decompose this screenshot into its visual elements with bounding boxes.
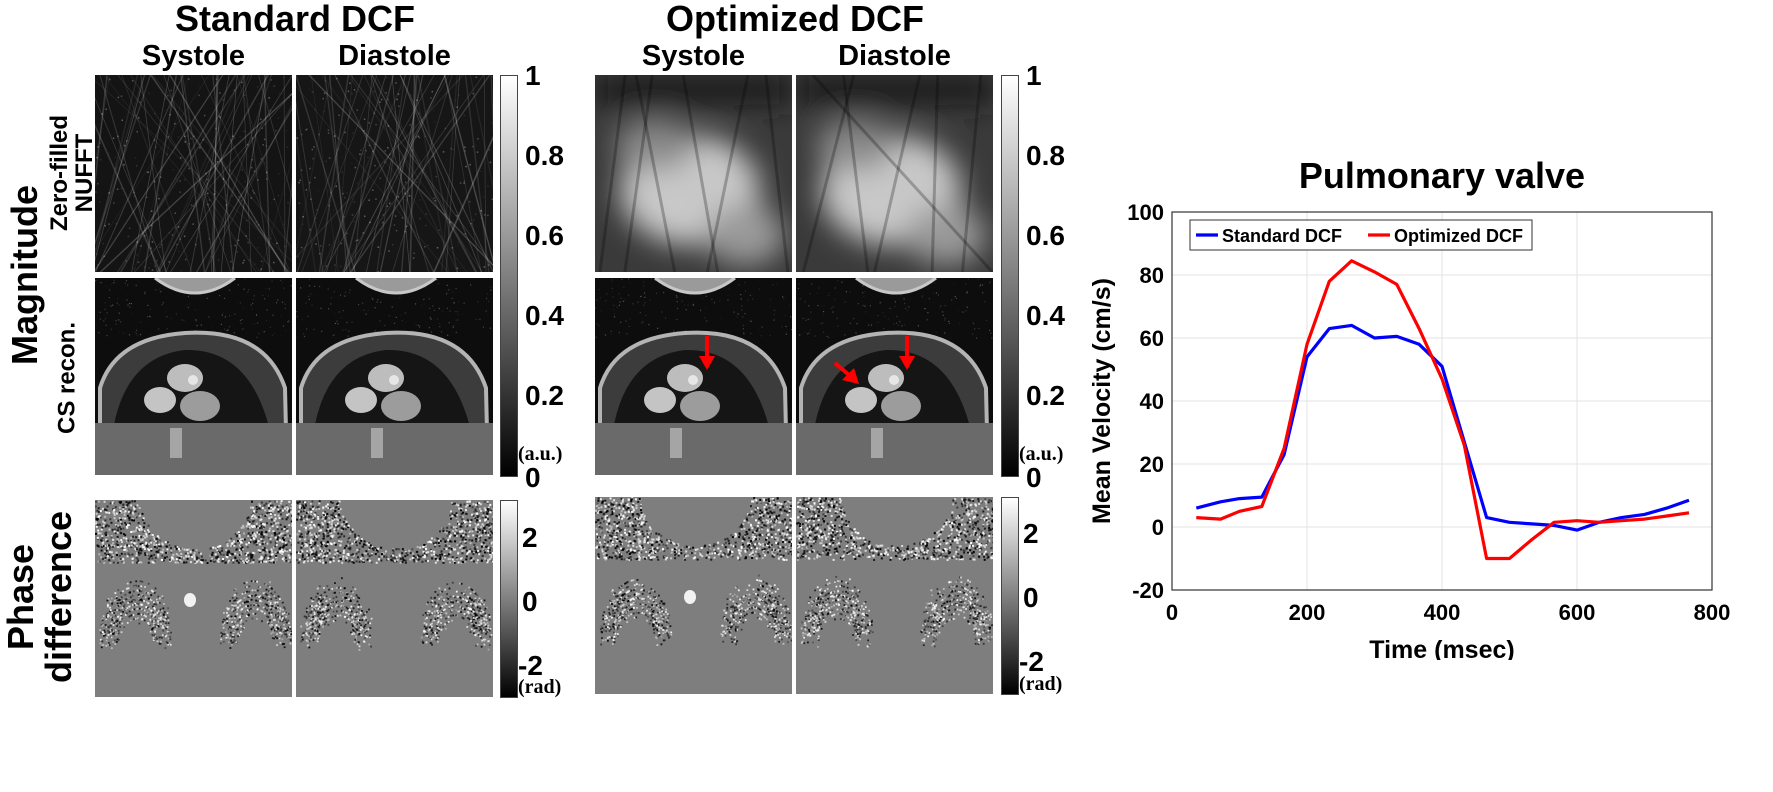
y-axis-label: Mean Velocity (cm/s) [1088,278,1116,524]
opt-mag-tick-0: 0 [1026,462,1042,493]
opt-diastole-zerofilled-image [796,75,993,272]
opt-mag-tick-04: 0.4 [1026,300,1065,331]
opt-diastole-phase-svg [796,497,993,694]
legend-label-0: Standard DCF [1222,226,1342,246]
cs-recon-label: CS recon. [53,321,81,435]
opt-mag-tick-1: 1 [1026,60,1042,91]
std-mag-tick-04: 0.4 [525,300,564,331]
std-phase-tick-0: 0 [522,586,538,617]
opt-diastole-cs-svg [796,278,993,475]
std-diastole-phase-svg [296,500,493,697]
std-mag-tick-1: 1 [525,60,541,91]
opt-phase-unit: (rad) [1019,673,1063,695]
opt-mag-tick-08: 0.8 [1026,140,1065,171]
nufft-line: NUFFT [71,133,98,213]
std-diastole-cs-svg [296,278,493,475]
std-mag-tick-02: 0.2 [525,380,564,411]
x-tick-label: 600 [1559,600,1596,625]
opt-systole-phase-image [595,497,792,694]
standard-magnitude-colorbar [500,75,518,477]
std-mag-tick-08: 0.8 [525,140,564,171]
opt-mag-tick-06: 0.6 [1026,220,1065,251]
opt-mag-tick-02: 0.2 [1026,380,1065,411]
opt-systole-cs-image [595,278,792,475]
std-systole-zerofilled-image [95,75,292,272]
opt-mag-unit: (a.u.) [1019,443,1064,465]
series-line-1 [1196,259,1690,561]
legend-label-1: Optimized DCF [1394,226,1523,246]
opt-systole-zerofilled-svg [595,75,792,272]
difference-line: difference [38,510,79,684]
x-tick-label: 0 [1166,600,1178,625]
std-mag-tick-06: 0.6 [525,220,564,251]
std-diastole-cs-image [296,278,493,475]
plot-frame [1171,211,1713,591]
opt-diastole-cs-image [796,278,993,475]
std-phase-tick-neg2: -2 [518,650,543,681]
y-tick-label: 20 [1140,452,1164,477]
opt-systole-zerofilled-image [595,75,792,272]
std-phase-unit: (rad) [518,676,562,698]
opt-diastole-phase-image [796,497,993,694]
chart-title: Pulmonary valve [1299,155,1585,196]
y-tick-label: 40 [1140,389,1164,414]
x-axis-label: Time (msec) [1369,636,1514,660]
y-tick-label: -20 [1132,578,1164,603]
opt-diastole-zerofilled-svg [796,75,993,272]
std-systole-phase-svg [95,500,292,697]
opt-systole-phase-svg [595,497,792,694]
x-tick-label: 200 [1289,600,1326,625]
standard-dcf-title: Standard DCF [174,0,415,39]
zero-filled-line: Zero-filled [45,114,73,232]
std-diastole-zerofilled-svg [296,75,493,272]
std-diastole-zerofilled-image [296,75,493,272]
std-systole-cs-svg [95,278,292,475]
magnitude-row-label: Magnitude [4,185,46,365]
std-mag-unit: (a.u.) [518,443,563,465]
y-tick-label: 80 [1140,263,1164,288]
x-tick-label: 800 [1694,600,1731,625]
y-tick-label: 60 [1140,326,1164,351]
std-systole-zerofilled-svg [95,75,292,272]
y-tick-label: 0 [1152,515,1164,540]
std-systole-phase-image [95,500,292,697]
standard-diastole-header: Diastole [338,40,451,72]
optimized-diastole-header: Diastole [838,40,951,72]
optimized-systole-header: Systole [641,40,746,72]
standard-systole-header: Systole [141,40,246,72]
std-diastole-phase-image [296,500,493,697]
optimized-magnitude-colorbar [1001,75,1019,477]
zero-filled-nufft-label: Zero-filled NUFFT [45,114,98,232]
y-tick-label: 100 [1127,200,1164,225]
x-tick-label: 400 [1424,600,1461,625]
opt-systole-cs-svg [595,278,792,475]
optimized-phase-colorbar [1001,497,1019,695]
opt-phase-tick-0: 0 [1023,582,1039,613]
std-mag-tick-0: 0 [525,462,541,493]
opt-phase-tick-2: 2 [1023,518,1039,549]
std-phase-tick-2: 2 [522,522,538,553]
phase-line: Phase [0,543,42,651]
legend-box [1189,219,1533,251]
optimized-dcf-title: Optimized DCF [666,0,924,39]
phase-difference-label: Phase difference [0,510,79,684]
std-systole-cs-image [95,278,292,475]
standard-phase-colorbar [500,500,518,698]
opt-phase-tick-neg2: -2 [1019,646,1044,677]
